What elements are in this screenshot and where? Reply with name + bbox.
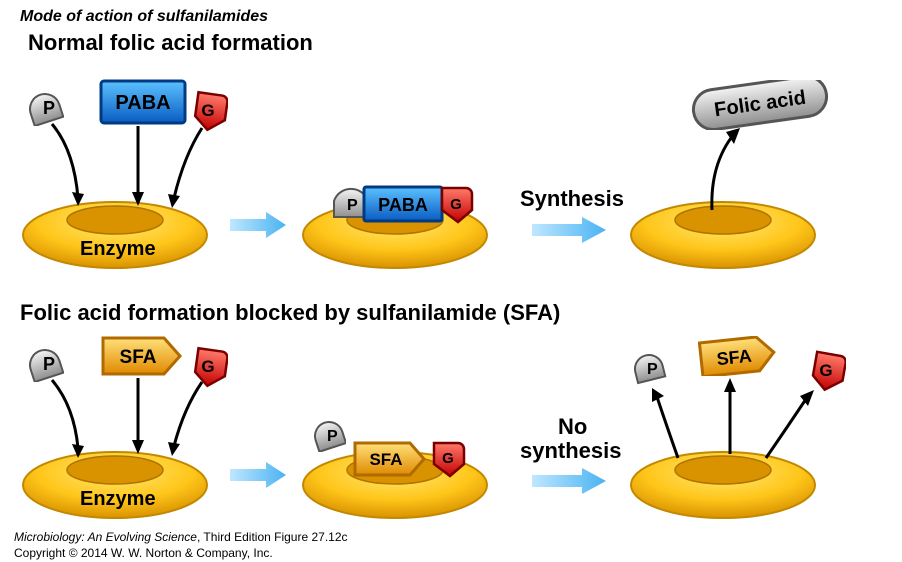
svg-text:SFA: SFA	[369, 450, 402, 469]
arrow-into-enzyme-row1-g	[160, 126, 210, 212]
synthesis-label: Synthesis	[520, 186, 624, 212]
arrow-into-enzyme-row2-g	[160, 380, 210, 460]
molecule-sfa-row2-free: SFA	[100, 335, 184, 382]
citation-line1: Microbiology: An Evolving Science, Third…	[14, 530, 348, 544]
arrow-out-row2-p	[648, 384, 688, 462]
main-title: Mode of action of sulfanilamides	[20, 8, 268, 26]
arrow-into-enzyme-row2-p	[44, 376, 94, 462]
svg-text:G: G	[442, 450, 454, 467]
no-synthesis-label-1: No	[558, 414, 587, 440]
svg-text:P: P	[347, 197, 358, 214]
arrow-out-row2-sfa	[720, 376, 740, 458]
flow-arrow-row1-2	[530, 215, 608, 245]
svg-text:P: P	[327, 428, 338, 445]
molecule-p-row2-bound: P	[312, 420, 346, 457]
molecule-assembly-row2: SFA G	[352, 440, 470, 483]
flow-arrow-row1-1	[228, 210, 288, 240]
svg-text:SFA: SFA	[120, 347, 157, 368]
row1-title: Normal folic acid formation	[28, 30, 313, 56]
paba-label: PABA	[115, 92, 170, 114]
no-synthesis-label-2: synthesis	[520, 438, 622, 464]
g-label: G	[201, 101, 214, 120]
arrow-folic-out	[700, 124, 750, 214]
svg-text:PABA: PABA	[378, 195, 428, 215]
molecule-sfa-row2-out: SFA	[698, 336, 778, 381]
row2-title: Folic acid formation blocked by sulfanil…	[20, 300, 560, 326]
svg-text:G: G	[819, 361, 832, 380]
enzyme-label-row2: Enzyme	[80, 488, 156, 511]
flow-arrow-row2-2	[530, 466, 608, 496]
arrow-into-enzyme-row1-paba	[128, 124, 148, 210]
molecule-assembly-row1: P PABA G	[332, 185, 478, 230]
p-label: P	[43, 98, 55, 118]
arrow-into-enzyme-row1-p	[44, 120, 94, 210]
svg-text:SFA: SFA	[716, 346, 753, 370]
arrow-out-row2-g	[760, 386, 820, 462]
svg-text:P: P	[647, 361, 658, 378]
enzyme-label-row1: Enzyme	[80, 238, 156, 261]
arrow-into-enzyme-row2-sfa	[128, 376, 148, 458]
svg-text:G: G	[201, 357, 214, 376]
citation-line2: Copyright © 2014 W. W. Norton & Company,…	[14, 546, 273, 560]
svg-text:P: P	[43, 354, 55, 374]
flow-arrow-row2-1	[228, 460, 288, 490]
svg-text:G: G	[450, 196, 462, 213]
